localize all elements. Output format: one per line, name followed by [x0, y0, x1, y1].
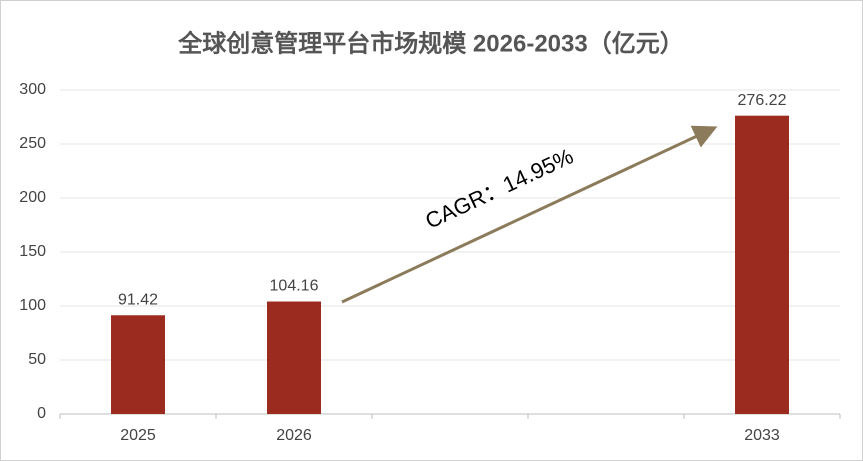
- y-tick-label: 150: [19, 243, 46, 260]
- bar: [267, 301, 321, 414]
- y-tick-label: 0: [37, 405, 46, 422]
- data-label: 276.22: [738, 92, 787, 109]
- x-tick-label: 2025: [120, 427, 156, 444]
- data-label: 91.42: [118, 291, 158, 308]
- y-tick-label: 100: [19, 297, 46, 314]
- y-tick-label: 200: [19, 189, 46, 206]
- y-tick-label: 300: [19, 81, 46, 98]
- cagr-arrow: [341, 125, 718, 304]
- data-label: 104.16: [270, 278, 319, 295]
- y-tick-label: 250: [19, 135, 46, 152]
- x-tick-label: 2026: [276, 427, 312, 444]
- bar: [111, 315, 165, 414]
- chart-title: 全球创意管理平台市场规模 2026-2033（亿元）: [177, 29, 683, 57]
- bar: [735, 115, 789, 414]
- x-tick-label: 2033: [744, 427, 780, 444]
- y-tick-label: 50: [28, 351, 46, 368]
